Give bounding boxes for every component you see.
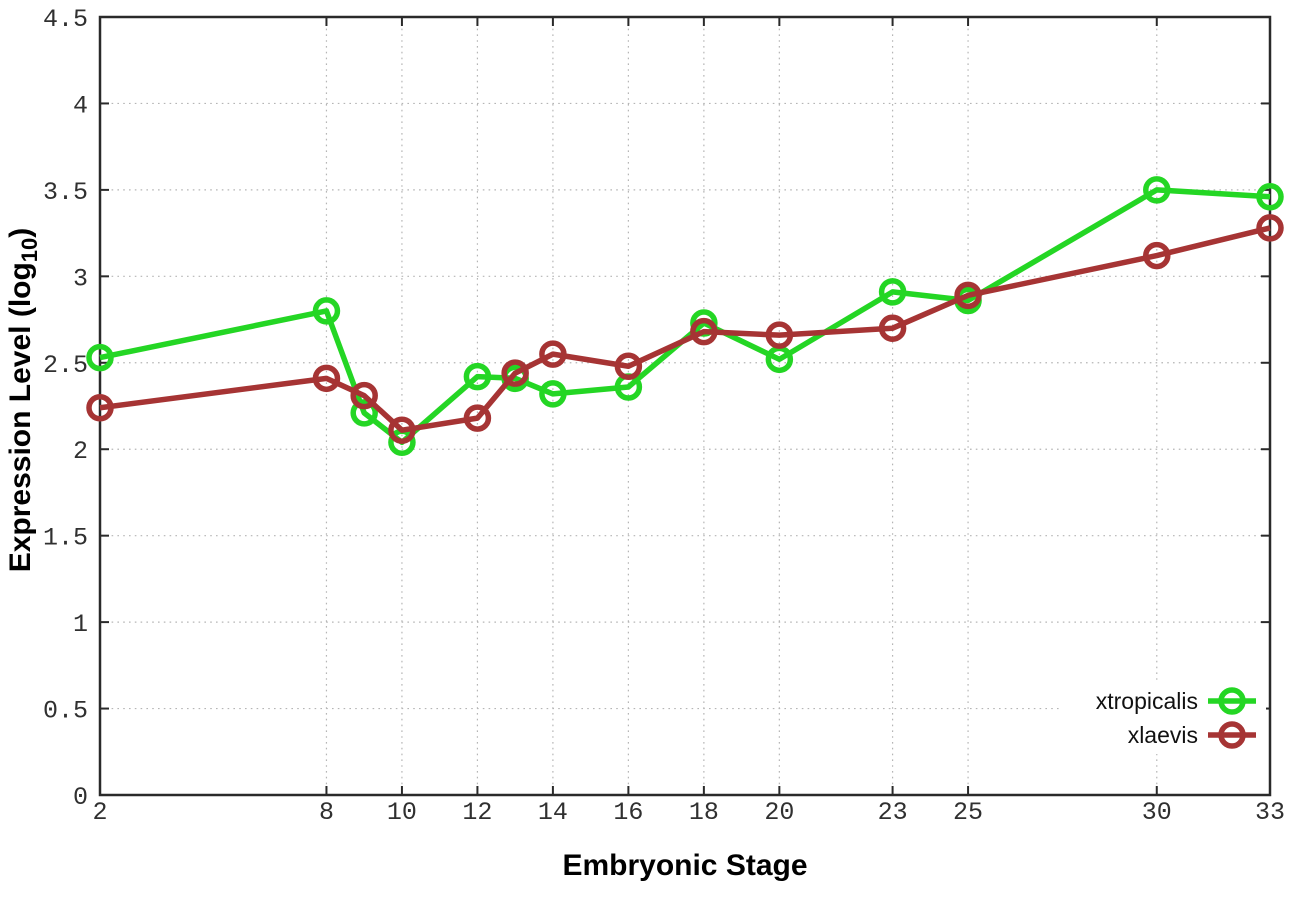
- data-point-xlaevis-25: [954, 281, 982, 310]
- x-tick-label-8: 8: [319, 798, 334, 827]
- axis-ticks: [99, 16, 1271, 796]
- x-tick-label-23: 23: [878, 798, 908, 827]
- data-point-xlaevis-14: [539, 340, 567, 368]
- data-point-xlaevis-12: [463, 404, 492, 432]
- x-tick-label-18: 18: [689, 798, 719, 827]
- legend-label-xlaevis: xlaevis: [1128, 722, 1198, 748]
- data-point-xlaevis-18: [690, 317, 718, 346]
- tick-labels: 2 8 10 12 14 16 18 20 23 25 30 33 0 0.5 1 1.5 2 2.5 3 3.5 4 4…: [43, 5, 1285, 827]
- data-point-xtropicalis-9: [350, 399, 378, 427]
- x-tick-label-30: 30: [1142, 798, 1172, 827]
- x-tick-label-10: 10: [387, 798, 417, 827]
- y-tick-label-0.5: 0.5: [43, 697, 88, 726]
- data-point-xlaevis-30: [1143, 241, 1171, 270]
- data-point-xtropicalis-2: [86, 343, 114, 372]
- y-tick-label-1.5: 1.5: [43, 524, 88, 553]
- x-axis-title: Embryonic Stage: [562, 849, 807, 882]
- data-point-xlaevis-2: [86, 393, 114, 422]
- y-tick-label-2.5: 2.5: [43, 351, 88, 380]
- y-tick-label-4: 4: [73, 91, 88, 120]
- y-tick-label-3.5: 3.5: [43, 178, 88, 207]
- data-point-xtropicalis-8: [312, 297, 341, 325]
- data-point-xlaevis-20: [765, 321, 794, 349]
- x-tick-label-2: 2: [92, 798, 107, 827]
- data-point-xtropicalis-23: [878, 278, 907, 306]
- y-tick-label-1: 1: [73, 610, 88, 639]
- legend-item-xlaevis: xlaevis: [1128, 721, 1256, 749]
- y-tick-label-3: 3: [73, 264, 88, 293]
- series-line-xtropicalis: [99, 187, 1271, 446]
- y-axis-title: Expression Level (log10): [4, 228, 42, 573]
- data-point-xlaevis-16: [614, 352, 643, 380]
- series-line-xlaevis: [99, 225, 1271, 433]
- data-point-xtropicalis-33: [1256, 183, 1284, 211]
- data-point-xlaevis-10: [388, 416, 416, 444]
- data-point-xtropicalis-12: [463, 362, 492, 391]
- x-tick-label-25: 25: [953, 798, 983, 827]
- y-tick-label-4.5: 4.5: [43, 5, 88, 34]
- y-tick-label-2: 2: [73, 437, 88, 466]
- y-tick-label-0: 0: [73, 783, 88, 812]
- legend-sample-marker-xtropicalis: [1218, 687, 1246, 715]
- plot-border: [98, 15, 1272, 797]
- data-point-xlaevis-33: [1256, 214, 1284, 242]
- x-tick-label-14: 14: [538, 798, 568, 827]
- data-point-xlaevis-8: [312, 364, 341, 393]
- legend-label-xtropicalis: xtropicalis: [1096, 688, 1198, 714]
- data-point-xlaevis-9: [350, 381, 378, 410]
- x-tick-label-12: 12: [462, 798, 492, 827]
- legend: xtropicalis xlaevis: [1060, 680, 1266, 754]
- legend-sample-marker-xlaevis: [1218, 721, 1246, 749]
- x-tick-label-20: 20: [764, 798, 794, 827]
- x-tick-label-16: 16: [613, 798, 643, 827]
- legend-item-xtropicalis: xtropicalis: [1096, 687, 1256, 715]
- data-point-xtropicalis-14: [539, 380, 567, 408]
- data-series: [86, 176, 1284, 457]
- grid: [99, 16, 1271, 796]
- data-point-xlaevis-13: [501, 359, 529, 387]
- data-point-xtropicalis-30: [1143, 176, 1171, 204]
- x-tick-label-33: 33: [1255, 798, 1285, 827]
- data-point-xlaevis-23: [878, 314, 907, 342]
